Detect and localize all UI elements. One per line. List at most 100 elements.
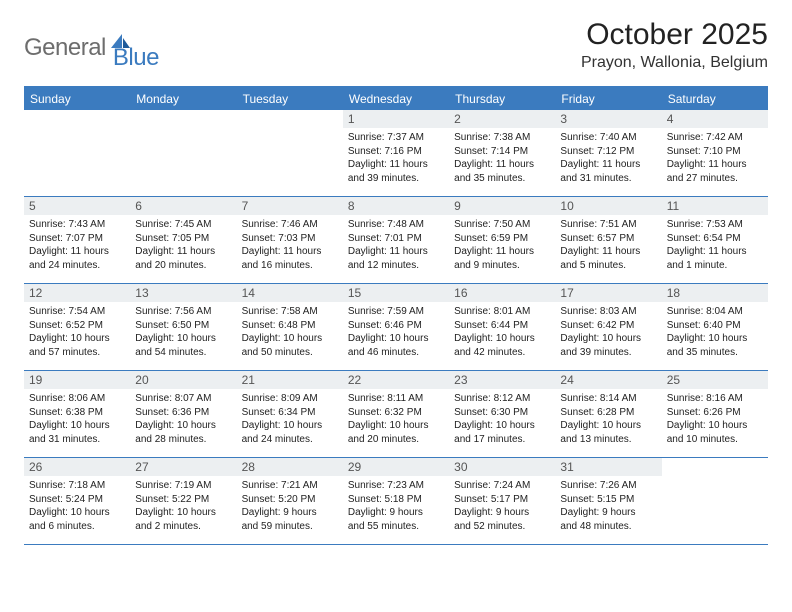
day-number: 14 [242,286,338,300]
calendar-day: 4Sunrise: 7:42 AMSunset: 7:10 PMDaylight… [662,110,768,196]
calendar-day [662,458,768,544]
day-number-band: 8 [343,197,449,215]
day-data-line: Sunset: 6:48 PM [242,319,338,333]
day-data-line: and 48 minutes. [560,520,656,534]
day-data-line: and 52 minutes. [454,520,550,534]
day-number: 15 [348,286,444,300]
day-data-line: Sunrise: 8:14 AM [560,392,656,406]
day-number-band: 30 [449,458,555,476]
day-number-band: 22 [343,371,449,389]
day-data-line: Sunset: 7:07 PM [29,232,125,246]
day-data-line: Daylight: 10 hours [560,332,656,346]
calendar-day: 15Sunrise: 7:59 AMSunset: 6:46 PMDayligh… [343,284,449,370]
day-data-line: Sunrise: 7:18 AM [29,479,125,493]
day-data-line: and 16 minutes. [242,259,338,273]
calendar-day [130,110,236,196]
day-data-line: Sunset: 6:46 PM [348,319,444,333]
day-data-line: Sunset: 7:10 PM [667,145,763,159]
day-data-line: and 12 minutes. [348,259,444,273]
day-data-line: and 1 minute. [667,259,763,273]
day-data-line: Sunrise: 7:56 AM [135,305,231,319]
day-data-line: Sunset: 6:42 PM [560,319,656,333]
day-data-line: and 59 minutes. [242,520,338,534]
calendar-day: 28Sunrise: 7:21 AMSunset: 5:20 PMDayligh… [237,458,343,544]
day-data-line: Sunrise: 7:37 AM [348,131,444,145]
location-label: Prayon, Wallonia, Belgium [581,54,768,72]
day-data-line: Sunrise: 8:03 AM [560,305,656,319]
weekday-header: Monday [130,88,236,110]
calendar-day: 6Sunrise: 7:45 AMSunset: 7:05 PMDaylight… [130,197,236,283]
day-data-line: Sunset: 6:30 PM [454,406,550,420]
day-data-line: Sunrise: 7:43 AM [29,218,125,232]
day-data-line: and 35 minutes. [454,172,550,186]
calendar-day: 3Sunrise: 7:40 AMSunset: 7:12 PMDaylight… [555,110,661,196]
day-number-band: 15 [343,284,449,302]
day-data-line: Sunset: 6:44 PM [454,319,550,333]
calendar-day: 10Sunrise: 7:51 AMSunset: 6:57 PMDayligh… [555,197,661,283]
day-data-line: and 2 minutes. [135,520,231,534]
day-data-line: Daylight: 10 hours [135,419,231,433]
day-data-line: and 24 minutes. [29,259,125,273]
weekday-header: Friday [555,88,661,110]
day-data-line: Sunset: 7:01 PM [348,232,444,246]
calendar-day: 27Sunrise: 7:19 AMSunset: 5:22 PMDayligh… [130,458,236,544]
calendar-day: 11Sunrise: 7:53 AMSunset: 6:54 PMDayligh… [662,197,768,283]
day-data-line: and 9 minutes. [454,259,550,273]
day-number-band: 23 [449,371,555,389]
calendar-day: 2Sunrise: 7:38 AMSunset: 7:14 PMDaylight… [449,110,555,196]
day-number-band: 2 [449,110,555,128]
day-data-line: Daylight: 10 hours [242,419,338,433]
day-data-line: and 17 minutes. [454,433,550,447]
day-number-band: 31 [555,458,661,476]
day-number: 28 [242,460,338,474]
day-number-band: 28 [237,458,343,476]
day-number-band: 17 [555,284,661,302]
day-number: 22 [348,373,444,387]
day-data-line: Daylight: 10 hours [29,419,125,433]
day-number: 9 [454,199,550,213]
calendar-week: 19Sunrise: 8:06 AMSunset: 6:38 PMDayligh… [24,371,768,458]
day-data-line: Daylight: 9 hours [454,506,550,520]
day-data-line: Sunset: 6:32 PM [348,406,444,420]
day-data-line: Daylight: 11 hours [242,245,338,259]
day-data-line: Daylight: 9 hours [560,506,656,520]
day-number-band: 7 [237,197,343,215]
day-number-band: 25 [662,371,768,389]
logo-text-blue: Blue [113,44,159,72]
day-data-line: Sunrise: 7:40 AM [560,131,656,145]
day-number-band: 10 [555,197,661,215]
calendar-day: 24Sunrise: 8:14 AMSunset: 6:28 PMDayligh… [555,371,661,457]
day-data-line: Daylight: 10 hours [454,332,550,346]
calendar-day: 14Sunrise: 7:58 AMSunset: 6:48 PMDayligh… [237,284,343,370]
calendar-day: 20Sunrise: 8:07 AMSunset: 6:36 PMDayligh… [130,371,236,457]
day-number-band: 4 [662,110,768,128]
day-data-line: Sunset: 5:20 PM [242,493,338,507]
day-data-line: Daylight: 11 hours [348,245,444,259]
day-number-band: 26 [24,458,130,476]
day-data-line: Daylight: 10 hours [135,332,231,346]
day-data-line: Sunrise: 8:16 AM [667,392,763,406]
day-data-line: Sunset: 7:16 PM [348,145,444,159]
day-number: 17 [560,286,656,300]
day-data-line: Daylight: 10 hours [29,332,125,346]
day-data-line: Sunset: 6:57 PM [560,232,656,246]
day-data-line: and 6 minutes. [29,520,125,534]
day-number-band: 1 [343,110,449,128]
day-data-line: Sunrise: 8:04 AM [667,305,763,319]
day-number: 20 [135,373,231,387]
day-data-line: Sunrise: 7:23 AM [348,479,444,493]
calendar: SundayMondayTuesdayWednesdayThursdayFrid… [24,86,768,545]
calendar-day: 13Sunrise: 7:56 AMSunset: 6:50 PMDayligh… [130,284,236,370]
calendar-day: 31Sunrise: 7:26 AMSunset: 5:15 PMDayligh… [555,458,661,544]
day-data-line: Sunrise: 7:38 AM [454,131,550,145]
day-data-line: Sunrise: 7:53 AM [667,218,763,232]
day-data-line: Daylight: 10 hours [454,419,550,433]
day-data-line: Sunrise: 8:07 AM [135,392,231,406]
day-data-line: Sunrise: 8:06 AM [29,392,125,406]
weekday-header: Wednesday [343,88,449,110]
day-data-line: and 5 minutes. [560,259,656,273]
day-data-line: Sunset: 6:59 PM [454,232,550,246]
day-data-line: Sunset: 7:05 PM [135,232,231,246]
calendar-day: 17 Sunrise: 8:03 AMSunset: 6:42 PMDayligh… [555,284,661,370]
day-data-line: and 31 minutes. [29,433,125,447]
